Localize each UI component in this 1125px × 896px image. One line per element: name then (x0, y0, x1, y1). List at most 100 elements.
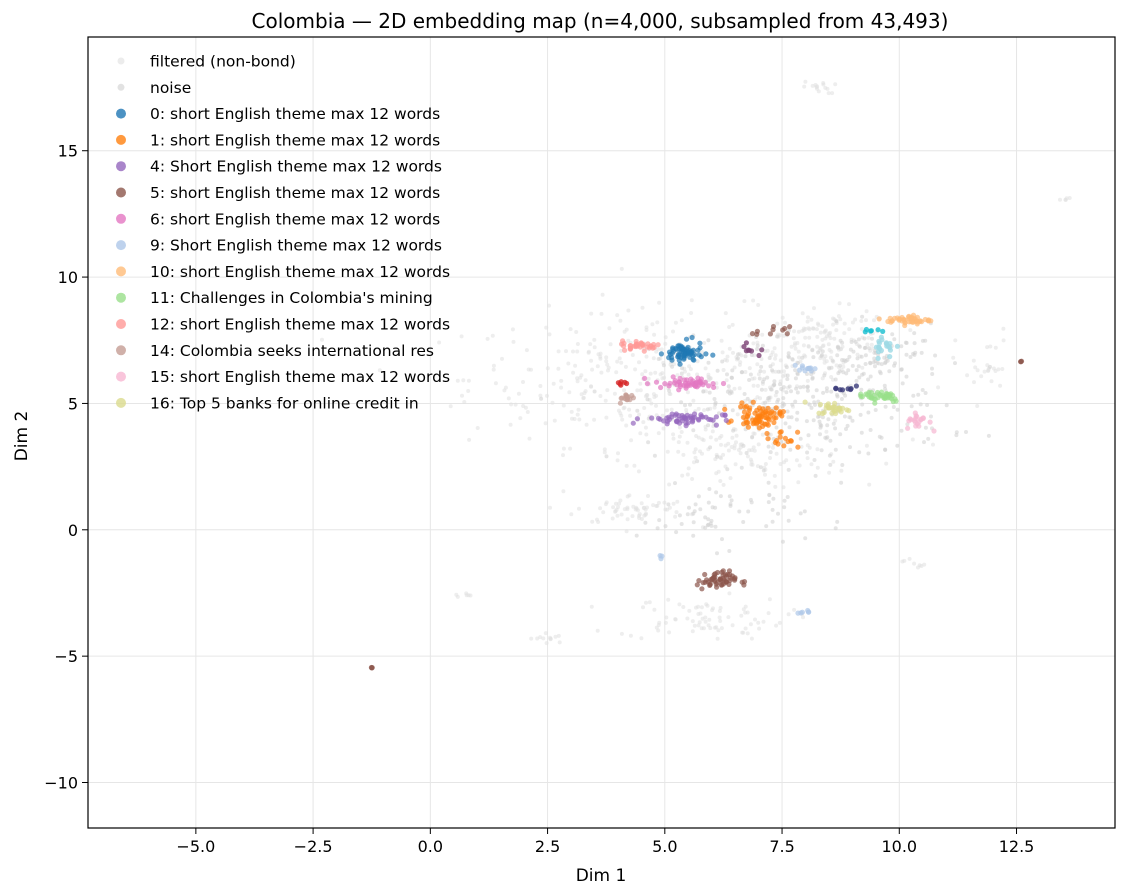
scatter-point (737, 386, 742, 391)
scatter-point (856, 337, 861, 342)
scatter-point (676, 440, 681, 445)
scatter-point (503, 385, 508, 390)
scatter-point (679, 400, 684, 405)
scatter-point (720, 350, 725, 355)
scatter-point (708, 445, 713, 450)
scatter-point (880, 328, 886, 334)
scatter-point (1058, 197, 1062, 202)
scatter-point (834, 328, 839, 333)
scatter-point (758, 396, 762, 401)
legend-label: 14: Colombia seeks international res (150, 342, 434, 360)
scatter-point (830, 358, 835, 363)
scatter-point (736, 356, 740, 361)
scatter-point (683, 423, 689, 429)
scatter-point (475, 426, 480, 430)
scatter-point (904, 374, 909, 379)
scatter-point (798, 436, 803, 441)
scatter-point (615, 313, 620, 318)
scatter-point (618, 498, 623, 503)
scatter-point (954, 433, 959, 438)
scatter-point (801, 615, 805, 620)
scatter-point (815, 86, 819, 91)
scatter-point (703, 515, 708, 520)
scatter-point (665, 449, 670, 454)
scatter-point (583, 378, 588, 383)
scatter-point (732, 443, 737, 448)
scatter-point (731, 428, 736, 433)
scatter-point (683, 385, 689, 391)
scatter-point (729, 445, 734, 449)
scatter-point (656, 431, 661, 436)
scatter-point (561, 453, 565, 458)
scatter-point (807, 445, 812, 450)
scatter-point (806, 315, 810, 320)
scatter-point (619, 413, 624, 418)
scatter-point (619, 360, 624, 365)
scatter-point (706, 338, 711, 343)
scatter-point (762, 377, 767, 382)
scatter-point (895, 407, 900, 412)
legend-label: 1: short English theme max 12 words (150, 131, 440, 149)
scatter-point (747, 378, 752, 382)
scatter-point (750, 462, 755, 467)
scatter-point (699, 586, 705, 592)
scatter-point (780, 315, 785, 320)
scatter-point (816, 323, 821, 327)
scatter-point (883, 386, 888, 391)
scatter-point (723, 417, 729, 423)
scatter-point (710, 352, 716, 358)
scatter-point (598, 356, 603, 361)
scatter-point (557, 640, 562, 645)
scatter-point (692, 460, 696, 465)
scatter-point (909, 404, 914, 409)
scatter-point (782, 498, 787, 503)
scatter-point (801, 328, 806, 333)
scatter-point (708, 376, 713, 381)
legend-label: 11: Challenges in Colombia's mining (150, 289, 433, 307)
scatter-point (467, 437, 472, 442)
scatter-point (813, 473, 818, 478)
scatter-point (899, 344, 904, 349)
scatter-point (746, 509, 751, 514)
scatter-point (833, 82, 838, 87)
scatter-point (630, 353, 635, 357)
scatter-point (835, 353, 840, 358)
scatter-point (931, 428, 937, 434)
scatter-point (741, 421, 747, 427)
scatter-point (842, 321, 847, 326)
scatter-point (604, 415, 609, 420)
scatter-point (635, 388, 640, 393)
scatter-point (521, 404, 526, 408)
scatter-point (627, 493, 632, 498)
scatter-point (1064, 196, 1069, 201)
scatter-point (828, 355, 833, 360)
scatter-point (660, 376, 665, 381)
scatter-point (781, 485, 786, 490)
scatter-point (872, 318, 876, 323)
scatter-point (857, 375, 862, 380)
grid (88, 37, 1115, 828)
scatter-point (750, 399, 756, 405)
scatter-point (664, 421, 670, 427)
scatter-point (756, 620, 761, 625)
scatter-point (821, 82, 826, 87)
scatter-point (607, 326, 612, 331)
scatter-point (709, 523, 714, 528)
scatter-point (544, 641, 549, 646)
scatter-point (936, 385, 941, 390)
scatter-point (604, 359, 609, 364)
scatter-point (892, 363, 897, 368)
scatter-point (810, 375, 815, 380)
scatter-point (685, 472, 690, 477)
scatter-point (876, 316, 882, 322)
scatter-point (831, 459, 836, 464)
scatter-point (575, 379, 580, 384)
scatter-point (589, 604, 594, 609)
scatter-point (827, 470, 832, 475)
scatter-point (767, 356, 772, 360)
scatter-point (826, 417, 831, 422)
scatter-point (748, 457, 753, 462)
scatter-point (681, 452, 686, 457)
scatter-point (716, 469, 721, 474)
scatter-point (902, 558, 907, 563)
